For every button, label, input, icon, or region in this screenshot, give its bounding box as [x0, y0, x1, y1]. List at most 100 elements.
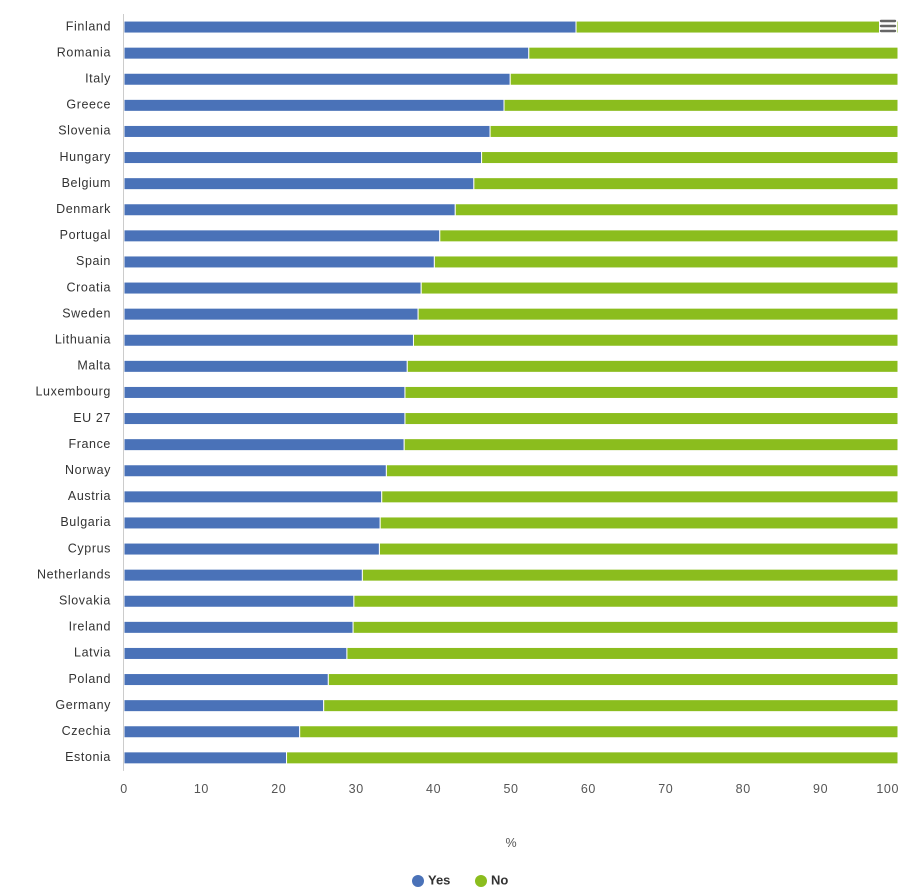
category-label: Ireland: [69, 620, 111, 634]
bar-no-italy[interactable]: [509, 72, 899, 86]
bar-no-sweden[interactable]: [417, 307, 899, 321]
bar-no-bulgaria[interactable]: [379, 516, 899, 530]
bar-no-finland[interactable]: [575, 20, 899, 34]
x-axis-title: %: [505, 836, 516, 850]
category-label: Estonia: [65, 750, 111, 764]
bar-no-slovakia[interactable]: [353, 594, 899, 608]
bar-no-spain[interactable]: [433, 255, 899, 269]
bar-no-malta[interactable]: [406, 359, 899, 373]
bar-no-romania[interactable]: [528, 46, 899, 60]
bar-no-lithuania[interactable]: [412, 333, 899, 347]
bar-yes-greece[interactable]: [123, 98, 505, 112]
bar-no-denmark[interactable]: [454, 203, 899, 217]
x-tick-label: 20: [271, 782, 286, 796]
bar-yes-lithuania[interactable]: [123, 333, 414, 347]
bar-no-germany[interactable]: [323, 699, 899, 713]
legend-label: Yes: [428, 872, 450, 887]
legend-item-yes[interactable]: Yes: [412, 872, 450, 887]
legend: Yes No: [412, 872, 508, 887]
bar-yes-estonia[interactable]: [123, 751, 288, 765]
category-label: Spain: [76, 254, 111, 268]
x-tick-label: 90: [813, 782, 828, 796]
chart-menu-button[interactable]: [879, 18, 897, 34]
category-label: Germany: [55, 698, 111, 712]
category-label: Austria: [68, 489, 111, 503]
bar-no-france[interactable]: [403, 438, 899, 452]
category-label: Hungary: [60, 150, 112, 164]
bar-no-czechia[interactable]: [299, 725, 899, 739]
x-tick-label: 30: [349, 782, 364, 796]
bar-no-cyprus[interactable]: [378, 542, 899, 556]
category-labels: Finland Romania Italy Greece Slovenia Hungary…: [36, 19, 112, 764]
x-tick-label: 10: [194, 782, 209, 796]
legend-item-no[interactable]: No: [475, 872, 508, 887]
category-label: Norway: [65, 463, 111, 477]
bar-yes-czechia[interactable]: [123, 725, 301, 739]
x-tick-label: 100: [876, 782, 899, 796]
bar-no-eu-27[interactable]: [404, 412, 899, 426]
bar-yes-finland[interactable]: [123, 20, 577, 34]
category-label: Poland: [68, 672, 111, 686]
bar-yes-belgium[interactable]: [123, 177, 475, 191]
bar-no-austria[interactable]: [381, 490, 899, 504]
bar-yes-sweden[interactable]: [123, 307, 419, 321]
x-tick-label: 70: [658, 782, 673, 796]
bar-no-norway[interactable]: [385, 464, 899, 478]
bar-yes-germany[interactable]: [123, 699, 325, 713]
bar-yes-italy[interactable]: [123, 72, 511, 86]
x-tick-label: 0: [120, 782, 128, 796]
bar-yes-austria[interactable]: [123, 490, 383, 504]
bar-yes-slovenia[interactable]: [123, 124, 491, 138]
bar-yes-spain[interactable]: [123, 255, 435, 269]
bar-no-ireland[interactable]: [352, 620, 899, 634]
category-label: Lithuania: [55, 333, 111, 347]
bar-yes-malta[interactable]: [123, 359, 408, 373]
hamburger-menu-icon: [879, 19, 897, 33]
bar-no-luxembourg[interactable]: [404, 385, 899, 399]
category-label: Sweden: [62, 306, 111, 320]
x-tick-label: 50: [503, 782, 518, 796]
legend-label: No: [491, 872, 508, 887]
category-label: Slovenia: [58, 124, 111, 138]
bar-yes-romania[interactable]: [123, 46, 530, 60]
bar-no-portugal[interactable]: [439, 229, 899, 243]
bar-no-netherlands[interactable]: [361, 568, 899, 582]
bar-yes-france[interactable]: [123, 438, 405, 452]
bar-yes-cyprus[interactable]: [123, 542, 380, 556]
bar-no-greece[interactable]: [503, 98, 899, 112]
bars-group: [123, 20, 899, 765]
legend-marker: [412, 875, 424, 887]
bar-yes-netherlands[interactable]: [123, 568, 363, 582]
bar-yes-poland[interactable]: [123, 673, 329, 687]
bar-yes-eu-27[interactable]: [123, 412, 406, 426]
bar-yes-slovakia[interactable]: [123, 594, 355, 608]
x-tick-label: 60: [581, 782, 596, 796]
bar-yes-croatia[interactable]: [123, 281, 422, 295]
bar-no-poland[interactable]: [327, 673, 899, 687]
category-label: Cyprus: [68, 541, 111, 555]
bar-yes-portugal[interactable]: [123, 229, 441, 243]
bar-no-latvia[interactable]: [346, 646, 899, 660]
bar-yes-bulgaria[interactable]: [123, 516, 381, 530]
bar-no-slovenia[interactable]: [489, 124, 899, 138]
bar-yes-norway[interactable]: [123, 464, 387, 478]
bar-yes-denmark[interactable]: [123, 203, 456, 217]
category-label: Malta: [77, 359, 111, 373]
category-label: Croatia: [67, 280, 112, 294]
category-label: Bulgaria: [60, 515, 111, 529]
bar-yes-luxembourg[interactable]: [123, 385, 406, 399]
bar-no-croatia[interactable]: [420, 281, 899, 295]
bar-yes-ireland[interactable]: [123, 620, 354, 634]
x-axis-ticks: 0 10 20 30 40 50 60 70 80 90 100: [120, 782, 899, 796]
bar-yes-hungary[interactable]: [123, 151, 483, 165]
bar-no-hungary[interactable]: [481, 151, 899, 165]
category-label: Luxembourg: [36, 385, 112, 399]
bar-yes-latvia[interactable]: [123, 646, 348, 660]
bar-no-estonia[interactable]: [286, 751, 899, 765]
category-label: Belgium: [62, 176, 111, 190]
legend-marker: [475, 875, 487, 887]
category-label: Denmark: [56, 202, 111, 216]
bar-no-belgium[interactable]: [473, 177, 899, 191]
category-label: Romania: [57, 45, 111, 59]
